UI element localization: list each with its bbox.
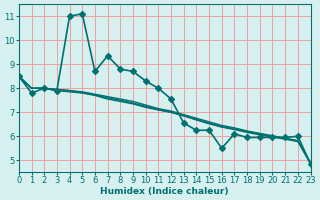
- X-axis label: Humidex (Indice chaleur): Humidex (Indice chaleur): [100, 187, 229, 196]
